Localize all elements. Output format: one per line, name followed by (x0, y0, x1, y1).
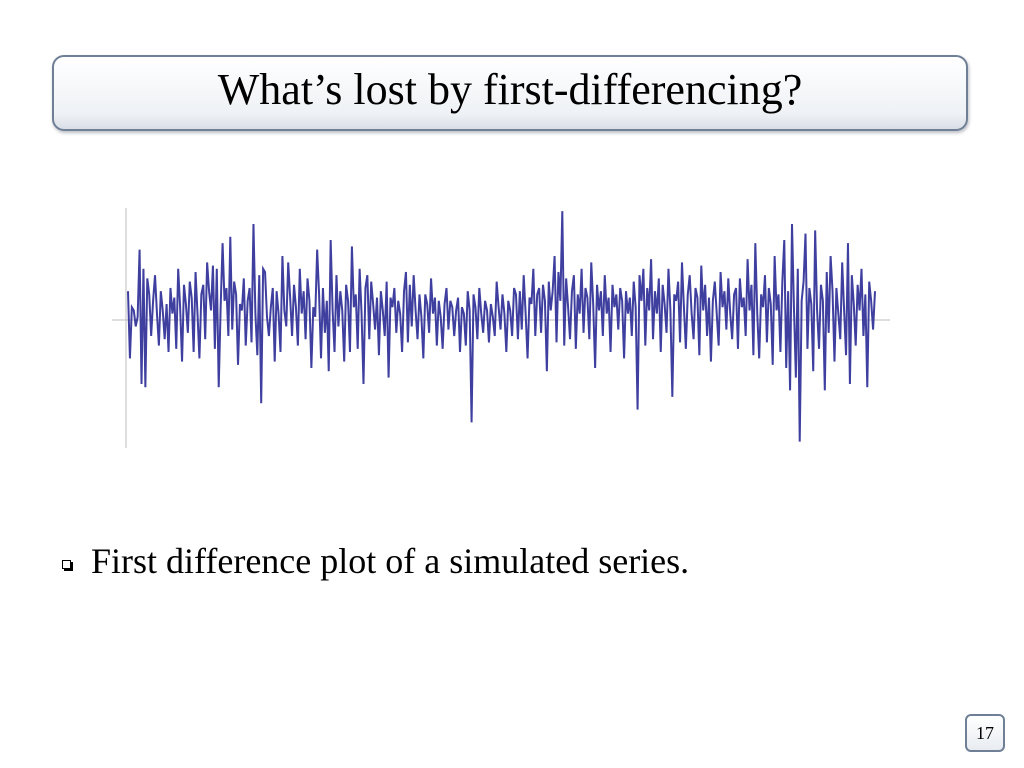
bullet-text: First difference plot of a simulated ser… (91, 541, 690, 581)
page-number: 17 (976, 722, 994, 743)
slide-title: What’s lost by first-differencing? (217, 65, 803, 114)
bullet-row: First difference plot of a simulated ser… (62, 540, 689, 582)
page-number-badge: 17 (965, 714, 1005, 752)
difference-chart (112, 208, 890, 448)
square-bullet-icon (62, 559, 71, 569)
chart-plot (127, 211, 876, 442)
series-line (127, 211, 876, 442)
title-box: What’s lost by first-differencing? (52, 55, 968, 131)
